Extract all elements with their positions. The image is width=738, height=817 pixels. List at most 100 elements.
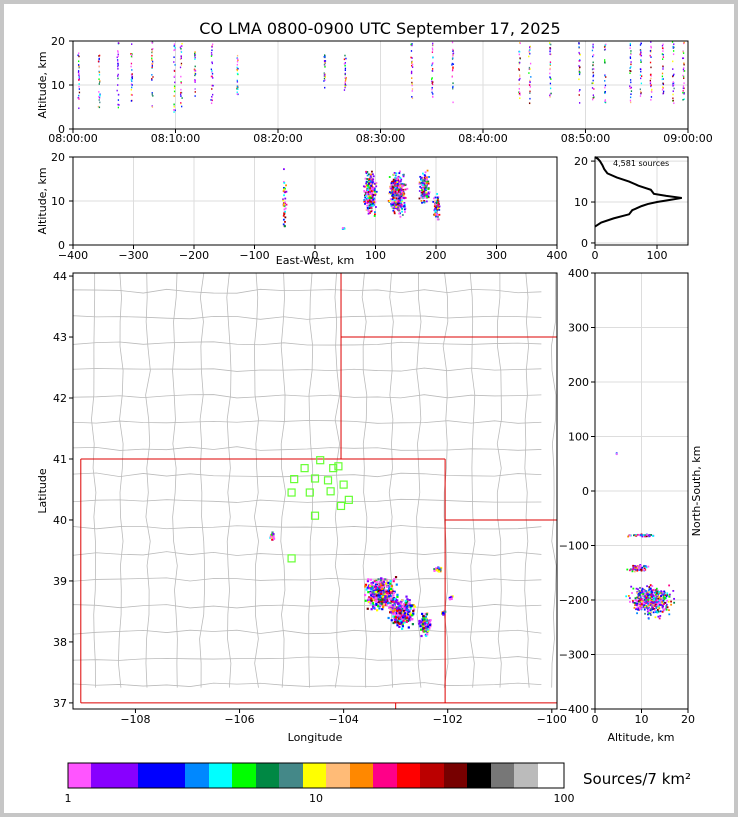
ns-height-point — [644, 612, 646, 615]
time-height-point — [116, 59, 119, 61]
plan-view-point — [405, 595, 408, 598]
plan-view-point — [373, 605, 376, 608]
ns-height-point — [641, 535, 644, 538]
ew-height-point — [284, 197, 287, 200]
ew-height-point — [368, 179, 370, 182]
ns-height-ytick-label: 400 — [568, 267, 589, 280]
time-height-point — [130, 88, 133, 91]
time-height-point — [629, 87, 631, 89]
plan-view-point — [450, 597, 453, 601]
time-height-point — [323, 72, 325, 74]
time-height-point — [152, 62, 154, 65]
plan-view-point — [405, 615, 408, 618]
plan-view-point — [396, 602, 400, 605]
time-height-point — [518, 87, 520, 90]
time-height-point — [431, 49, 434, 51]
time-height-point — [640, 70, 642, 73]
time-height-point — [344, 76, 347, 79]
ew-height-point — [390, 183, 393, 186]
ew-height-point — [422, 190, 425, 193]
time-height-point — [661, 75, 664, 78]
ns-height-point — [665, 608, 668, 611]
time-height-point — [236, 91, 238, 94]
ns-height-point — [634, 597, 637, 600]
ew-height-point — [283, 186, 285, 189]
time-height-point — [432, 93, 434, 95]
ns-height-point — [664, 594, 667, 597]
time-height-point — [650, 45, 652, 48]
ew-height-point — [285, 190, 288, 193]
plan-view-point — [413, 605, 416, 608]
time-height-point — [662, 86, 664, 88]
time-height-point — [180, 64, 183, 66]
plan-view-point — [396, 608, 399, 611]
ew-height-point — [434, 200, 436, 203]
plan-view-point — [367, 597, 370, 600]
plan-view-point — [366, 586, 369, 589]
plan-view-point — [394, 612, 398, 615]
time-height-point — [323, 63, 326, 66]
ew-height-point — [371, 170, 373, 173]
plan-view-point — [428, 623, 432, 627]
ns-height-point — [643, 608, 646, 611]
time-height-point — [662, 78, 664, 80]
time-height-point — [639, 88, 641, 91]
ew-height-point — [428, 176, 431, 178]
plan-view-point — [412, 608, 416, 611]
time-height-point — [592, 64, 594, 67]
ew-height-point — [368, 178, 371, 181]
ew-height-point — [426, 196, 429, 199]
ew-height-point — [395, 187, 398, 190]
time-height-point — [194, 73, 197, 75]
time-height-point — [682, 75, 685, 78]
ew-height-point — [395, 172, 398, 175]
ew-height-point — [392, 178, 395, 181]
ew-height-point — [282, 198, 284, 201]
time-height-point — [591, 49, 594, 52]
ew-height-point — [341, 227, 344, 229]
ns-height-point — [663, 592, 666, 595]
time-height-point — [410, 70, 413, 73]
time-height-point — [549, 48, 551, 51]
ew-height-point — [367, 197, 369, 200]
ew-height-point — [425, 182, 428, 185]
time-height-point — [194, 95, 196, 97]
plan-view-point — [375, 594, 378, 597]
time-height-point — [579, 59, 581, 62]
time-height-point — [131, 86, 133, 89]
ew-height-point — [397, 189, 400, 192]
time-height-point — [682, 52, 685, 54]
time-height-point — [78, 107, 80, 110]
ns-height-point — [673, 601, 676, 604]
ew-height-point — [422, 187, 424, 190]
time-height-point — [630, 53, 632, 56]
plan-view-point — [394, 616, 398, 619]
histogram-ytick-label: 0 — [581, 237, 588, 250]
ew-height-point — [395, 194, 398, 197]
ns-height-point — [637, 608, 639, 611]
ew-height-point — [369, 175, 372, 178]
time-height-point — [411, 88, 414, 90]
ns-height-point — [647, 602, 649, 605]
colorbar-cell — [444, 763, 467, 788]
plan-view-point — [435, 567, 438, 570]
time-height-point — [99, 80, 101, 82]
ns-height-point — [629, 568, 632, 571]
time-height-point — [683, 77, 685, 80]
ew-height-point — [420, 178, 422, 181]
plan-view-point — [391, 607, 394, 610]
time-height-point — [210, 75, 213, 78]
ns-height-ytick-label: 100 — [568, 431, 589, 444]
time-height-point — [211, 43, 214, 46]
time-height-point — [682, 68, 685, 71]
ew-height-point — [398, 182, 401, 185]
plan-view-point — [392, 580, 395, 583]
time-height-point — [180, 81, 182, 84]
ns-height-point — [652, 596, 655, 599]
plan-view-point — [425, 634, 428, 637]
time-height-point — [630, 101, 632, 104]
time-height-point — [672, 60, 674, 63]
plan-view-point — [412, 609, 415, 613]
ns-height-point — [656, 606, 659, 609]
time-height-point — [78, 88, 80, 90]
